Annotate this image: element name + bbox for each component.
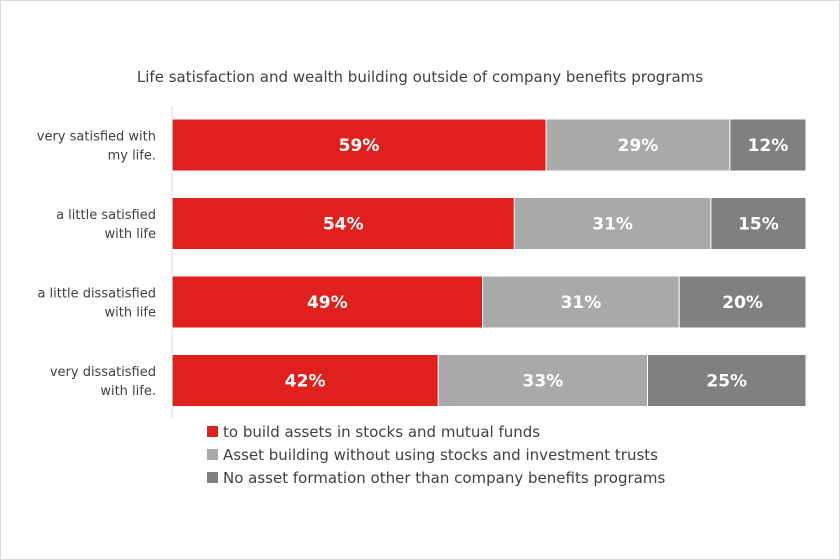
legend-swatch-without-stocks bbox=[207, 449, 218, 460]
chart-legend: to build assets in stocks and mutual fun… bbox=[207, 420, 665, 489]
data-label: 31% bbox=[561, 293, 602, 313]
bar-segment bbox=[513, 197, 712, 250]
legend-item-without-stocks: Asset building without using stocks and … bbox=[207, 443, 665, 466]
bar-segment bbox=[710, 197, 807, 250]
bar-segment bbox=[482, 275, 680, 329]
data-label: 15% bbox=[738, 215, 779, 235]
data-label: 49% bbox=[307, 293, 348, 313]
data-label: 42% bbox=[285, 372, 326, 392]
data-label: 59% bbox=[339, 136, 380, 156]
bar-segment bbox=[171, 197, 515, 250]
bar-segment bbox=[647, 354, 807, 407]
data-label: 12% bbox=[748, 136, 789, 156]
category-label: very dissatisfied with life. bbox=[50, 365, 156, 399]
legend-swatch-stocks-funds bbox=[207, 426, 218, 437]
legend-item-no-asset-formation: No asset formation other than company be… bbox=[207, 466, 665, 489]
bar-segment bbox=[171, 275, 484, 329]
bar-segment bbox=[171, 354, 439, 407]
data-label: 29% bbox=[618, 136, 659, 156]
bar-segment bbox=[545, 118, 731, 172]
data-label: 31% bbox=[592, 215, 633, 235]
legend-item-stocks-funds: to build assets in stocks and mutual fun… bbox=[207, 420, 665, 443]
data-label: 33% bbox=[523, 372, 564, 392]
legend-label-without-stocks: Asset building without using stocks and … bbox=[223, 445, 658, 464]
chart-title: Life satisfaction and wealth building ou… bbox=[136, 68, 704, 86]
data-label: 25% bbox=[706, 372, 747, 392]
legend-label-stocks-funds: to build assets in stocks and mutual fun… bbox=[223, 422, 541, 441]
legend-label-no-asset-formation: No asset formation other than company be… bbox=[223, 468, 666, 487]
bar-segment bbox=[678, 275, 807, 329]
legend-swatch-no-asset-formation bbox=[207, 472, 218, 483]
bar-segment bbox=[437, 354, 648, 407]
category-label: a little satisfied with life bbox=[56, 208, 156, 242]
data-label: 54% bbox=[323, 215, 364, 235]
bar-segment bbox=[729, 118, 807, 172]
category-label: very satisfied with my life. bbox=[37, 130, 156, 164]
category-label: a little dissatisfied with life bbox=[37, 287, 156, 321]
data-label: 20% bbox=[722, 293, 763, 313]
